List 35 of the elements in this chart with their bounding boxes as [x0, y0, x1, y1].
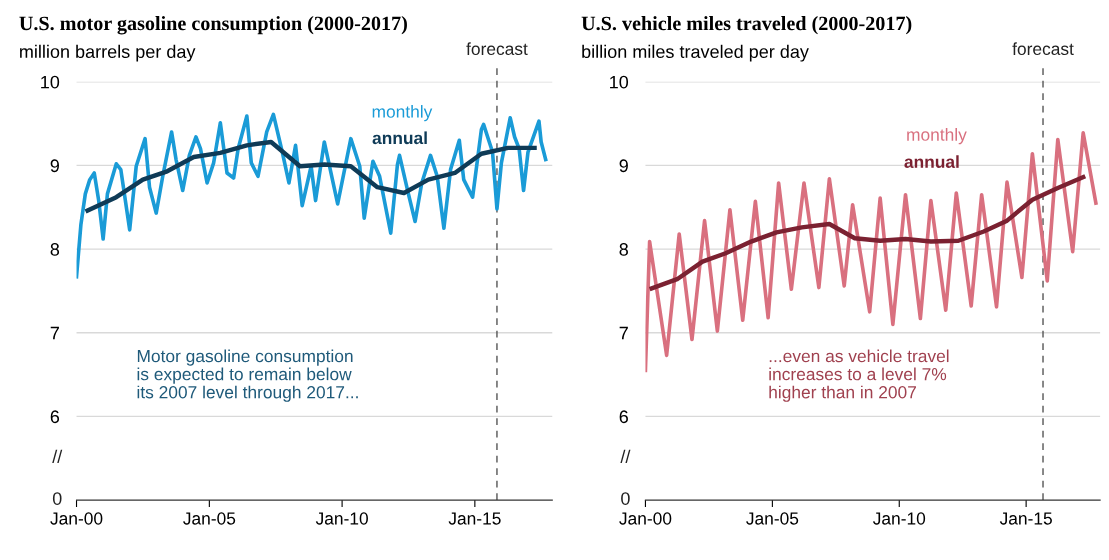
- ref-line-label: forecast: [1012, 42, 1074, 56]
- x-tick-label: Jan-00: [619, 512, 672, 525]
- chart-subtitle: million barrels per day: [20, 44, 196, 62]
- line-series: [649, 174, 1086, 291]
- y-tick-label: 10: [610, 75, 629, 89]
- text: monthly: [907, 128, 967, 145]
- text: 0: [52, 492, 62, 505]
- y-tick-label: 9: [50, 159, 59, 173]
- y-tick-label: 9: [619, 159, 628, 173]
- text: //: [52, 449, 63, 464]
- annotation: ...even as vehicle travel increases to a level 7% higher than in 2007: [769, 349, 949, 402]
- x-tick-label: Jan-10: [315, 512, 368, 525]
- ref-line-label: forecast: [466, 42, 528, 56]
- chart-title: U.S. vehicle miles traveled (2000-2017): [581, 16, 912, 35]
- y-tick-label: 8: [619, 243, 628, 256]
- text: 0: [621, 492, 630, 505]
- x-tick-label: Jan-00: [50, 512, 103, 525]
- series-label: monthly: [372, 105, 433, 122]
- x-tick-label: Jan-10: [872, 512, 926, 525]
- y-tick-label: 7: [50, 326, 59, 340]
- y-tick-label: 10: [41, 75, 60, 89]
- text: //: [620, 449, 631, 464]
- series-label: annual: [372, 131, 427, 145]
- x-tick-label: Jan-15: [448, 512, 501, 525]
- y-tick-label: 6: [50, 410, 60, 424]
- x-tick-label: Jan-05: [183, 512, 236, 525]
- chart-title: U.S. motor gasoline consumption (2000-2017): [19, 15, 407, 35]
- y-tick-label: 6: [619, 410, 628, 424]
- text: annual: [904, 155, 959, 168]
- chart-subtitle: billion miles traveled per day: [582, 44, 809, 62]
- x-tick-label: Jan-05: [746, 512, 799, 525]
- annotation: Motor gasoline consumption is expected to remain below its 2007 level through 2017...: [137, 349, 358, 402]
- y-tick-label: 7: [619, 326, 628, 340]
- x-tick-label: Jan-15: [999, 512, 1052, 525]
- y-tick-label: 8: [50, 243, 60, 256]
